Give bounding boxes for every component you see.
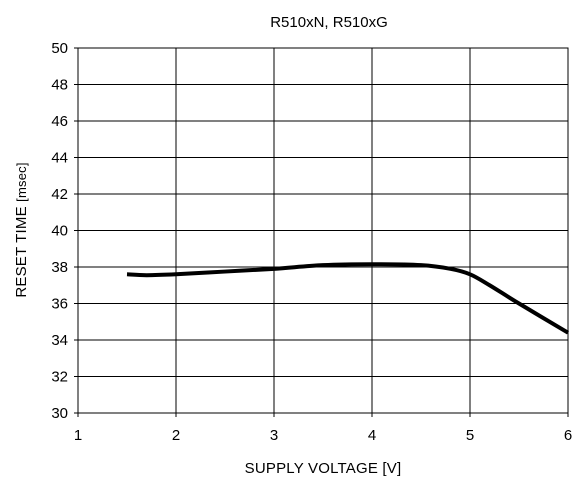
y-tick-label: 34 — [51, 332, 68, 349]
y-tick-label: 32 — [51, 369, 68, 386]
y-tick-label: 40 — [51, 223, 68, 240]
y-tick-label: 50 — [51, 40, 68, 57]
x-tick-label: 6 — [564, 427, 572, 444]
y-axis-label: RESET TIME [msec] — [13, 162, 30, 297]
y-tick-label: 48 — [51, 77, 68, 94]
y-tick-label: 42 — [51, 186, 68, 203]
y-tick-label: 30 — [51, 405, 68, 422]
reset-time-series-line — [126, 262, 570, 335]
x-tick-label: 1 — [74, 427, 82, 444]
y-axis-label-main: RESET TIME — [13, 202, 30, 298]
x-axis-ticks: 1 2 3 4 5 6 — [74, 413, 572, 444]
y-tick-label: 38 — [51, 259, 68, 276]
y-axis-ticks: 30 32 34 36 38 40 42 44 46 48 50 — [51, 40, 78, 422]
x-tick-label: 3 — [270, 427, 278, 444]
y-axis-label-unit: [msec] — [14, 162, 29, 201]
chart-title: R510xN, R510xG — [270, 14, 388, 31]
y-tick-label: 44 — [51, 150, 68, 167]
x-tick-label: 2 — [172, 427, 180, 444]
series-layer — [126, 262, 570, 335]
x-tick-label: 4 — [368, 427, 376, 444]
x-tick-label: 5 — [466, 427, 474, 444]
x-axis-label: SUPPLY VOLTAGE [V] — [245, 460, 402, 477]
gridlines — [78, 48, 568, 413]
y-tick-label: 36 — [51, 296, 68, 313]
y-tick-label: 46 — [51, 113, 68, 130]
